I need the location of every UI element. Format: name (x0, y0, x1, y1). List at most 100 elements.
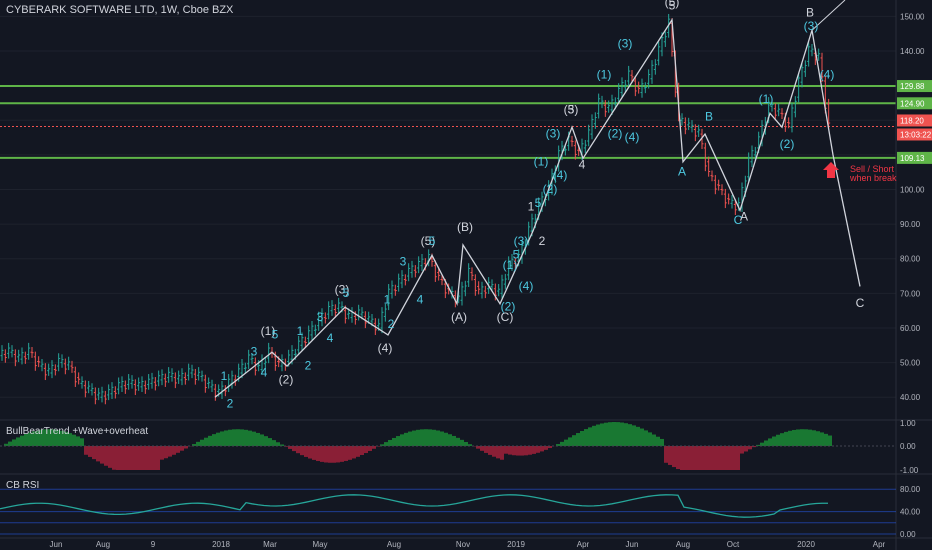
wave-label: (B) (457, 220, 473, 234)
bbt-bar (476, 446, 480, 449)
wave-label: (3) (618, 37, 633, 51)
wave-label: (1) (534, 154, 549, 168)
bbt-bar (204, 437, 208, 446)
rsi-tick: 0.00 (900, 530, 916, 539)
bbt-bar (200, 439, 204, 446)
bbt-bar (420, 429, 424, 446)
wave-label: (2) (279, 372, 294, 386)
bbt-bar (728, 446, 732, 470)
bbt-bar (752, 446, 756, 448)
bbt-bar (252, 431, 256, 446)
bbt-bar (40, 429, 44, 446)
bbt-bar (400, 434, 404, 446)
bbt-bar (96, 446, 100, 462)
bbt-bar (144, 446, 148, 470)
bbt-bar (600, 423, 604, 446)
wave-label: (4) (519, 279, 534, 293)
wave-polyline (214, 17, 861, 398)
bbt-bar (812, 430, 816, 446)
bbt-bar (696, 446, 700, 470)
wave-label: C (856, 296, 865, 310)
bbt-bar (168, 446, 172, 457)
wave-label: (4) (378, 341, 393, 355)
annotation-line2: when break (849, 173, 897, 183)
bbt-tick: -1.00 (900, 466, 919, 475)
price-tag-label: 124.90 (900, 99, 925, 108)
bbt-bar (508, 446, 512, 455)
y-tick-label: 80.00 (900, 255, 921, 264)
wave-label: (2) (543, 182, 558, 196)
bbt-bar (356, 446, 360, 457)
bbt-bar (668, 446, 672, 465)
bbt-bar (532, 446, 536, 454)
bbt-bar (56, 429, 60, 446)
y-tick-label: 140.00 (900, 47, 925, 56)
wave-extension (811, 0, 846, 31)
bbt-bar (588, 427, 592, 446)
bbt-bar (348, 446, 352, 460)
bbt-bar (392, 437, 396, 446)
bbt-bar (44, 429, 48, 446)
bbt-bar (720, 446, 724, 470)
bbt-bar (624, 423, 628, 446)
wave-label: 5 (535, 196, 542, 210)
wave-label: (5) (421, 234, 436, 248)
bbt-bar (520, 446, 524, 456)
x-tick-label: Jun (626, 540, 639, 549)
wave-label: (2) (501, 300, 516, 314)
bbt-bar (92, 446, 96, 460)
bbt-bar (724, 446, 728, 470)
bbt-bar (776, 434, 780, 446)
wave-label: C (734, 213, 743, 227)
bbt-bar (276, 442, 280, 446)
bbt-bar (648, 432, 652, 446)
bbt-bar (628, 424, 632, 446)
bbt-bar (48, 429, 52, 446)
wave-label: 1 (384, 293, 391, 307)
wave-label: (1) (597, 68, 612, 82)
time-axis: Jun Aug 9 2018 Mar May Aug Nov 2019 Apr Jun Aug Oct 2… (0, 537, 932, 549)
bbt-bar (292, 446, 296, 452)
bbt-bar (176, 446, 180, 453)
bbt-bar (272, 440, 276, 446)
indicator-title-1: BullBearTrend +Wave+overheat (6, 426, 149, 437)
wave-label: (4) (625, 130, 640, 144)
bbt-bar (264, 436, 268, 446)
y-tick-label: 90.00 (900, 220, 921, 229)
bbt-bar (76, 436, 80, 446)
x-tick-label: Nov (456, 540, 470, 549)
bbt-bar (36, 430, 40, 446)
bbt-bar (268, 438, 272, 446)
bbt-bar (380, 444, 384, 446)
wave-label: 4 (327, 331, 334, 345)
wave-label: 5 (669, 0, 676, 12)
price-tag-box (897, 128, 932, 141)
bbt-bar (772, 436, 776, 446)
x-tick-label: Apr (873, 540, 886, 549)
bbt-bar (736, 446, 740, 470)
wave-label: 5 (272, 327, 279, 341)
bbt-bar (312, 446, 316, 460)
bbt-bar (324, 446, 328, 463)
bbt-bar (604, 422, 608, 446)
wave-label: (3) (804, 19, 819, 33)
bbt-bar (128, 446, 132, 470)
bbt-bar (700, 446, 704, 470)
bbt-bar (164, 446, 168, 459)
rsi-panel: 80.00 40.00 0.00 (0, 473, 932, 539)
bbt-bar (236, 429, 240, 446)
price-tag-box (897, 114, 932, 127)
bbt-bar (360, 446, 364, 456)
bbt-bar (636, 426, 640, 446)
bbt-bar (424, 429, 428, 446)
wave-label: B (806, 5, 814, 19)
bbt-bar (212, 434, 216, 446)
bbt-bar (540, 446, 544, 452)
bbt-bar (116, 446, 120, 470)
bbt-tick: 0.00 (900, 442, 916, 451)
wave-label: (2) (608, 127, 623, 141)
wave-label: (3) (546, 127, 561, 141)
bbt-bar (396, 436, 400, 446)
wave-label: 2 (388, 317, 395, 331)
bbt-bar (784, 431, 788, 446)
